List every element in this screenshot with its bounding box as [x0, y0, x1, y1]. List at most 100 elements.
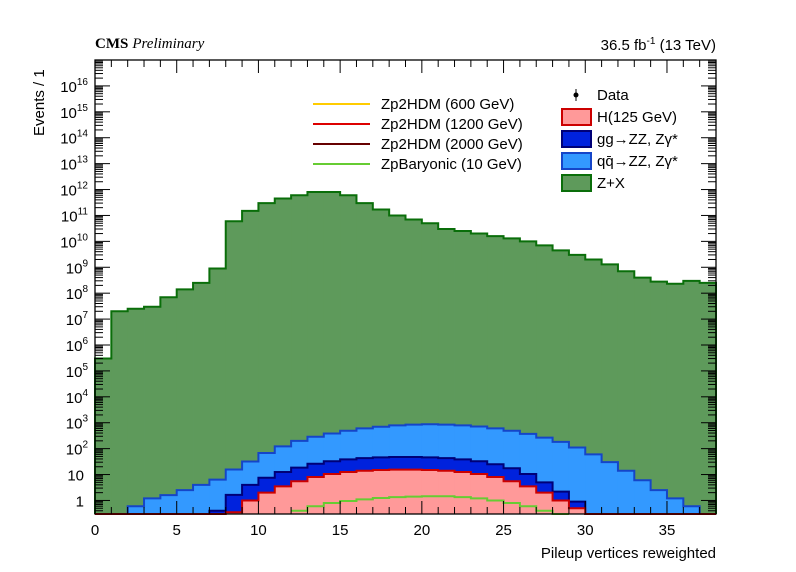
y-tick-label: 1	[76, 493, 84, 510]
bar-z-x-bin-5	[176, 289, 194, 514]
bar-h-125-gev--bin-11	[274, 486, 292, 514]
legend-label: qq̄→ZZ, Zγ*	[597, 153, 678, 170]
y-tick-label: 109	[66, 258, 89, 277]
status-label: Preliminary	[132, 36, 205, 52]
y-tick-label: 103	[66, 414, 89, 433]
bar-h-125-gev--bin-18	[389, 469, 406, 514]
luminosity-label: 36.5 fb-1 (13 TeV)	[601, 36, 716, 54]
bar-qq-zz-z--bin-2	[127, 506, 145, 514]
x-tick-label: 30	[577, 522, 594, 539]
bar-h-125-gev--bin-21	[438, 470, 455, 514]
bar-qq-zz-z--bin-34	[650, 490, 668, 514]
bar-h-125-gev--bin-17	[372, 469, 390, 514]
outline-qq-zz-z-	[95, 423, 716, 515]
y-tick-label: 108	[66, 284, 89, 303]
bar-z-x-bin-36	[683, 280, 701, 514]
bar-h-125-gev--bin-26	[519, 486, 537, 514]
bar-z-x-bin-8	[225, 221, 243, 514]
bar-z-x-bin-6	[193, 282, 210, 514]
bar-z-x-bin-11	[274, 198, 292, 514]
legend-label: Zp2HDM (600 GeV)	[381, 96, 514, 113]
bar-z-x-bin-7	[209, 268, 227, 514]
bar-qq-zz-z--bin-30	[585, 454, 602, 514]
axis-ticks	[94, 59, 717, 515]
bar-h-125-gev--bin-13	[307, 477, 325, 514]
legend-box-swatch	[561, 108, 592, 126]
bar-z-x-bin-1	[111, 311, 129, 514]
lumi-exponent: -1	[646, 36, 656, 47]
x-tick-label: 10	[250, 522, 267, 539]
bar-z-x-bin-10	[258, 203, 276, 514]
y-tick-label: 1013	[60, 155, 88, 174]
bar-z-x-bin-9	[242, 210, 259, 514]
bar-z-x-bin-30	[585, 259, 602, 514]
x-tick-label: 35	[659, 522, 676, 539]
legend-box-swatch	[561, 152, 592, 170]
histogram-h-125-gev-	[95, 468, 716, 515]
legend-box-swatch	[561, 174, 592, 192]
bar-qq-zz-z--bin-31	[601, 462, 619, 514]
bar-qq-zz-z--bin-7	[209, 479, 227, 514]
bar-z-x-bin-33	[634, 277, 652, 514]
x-axis-label: Pileup vertices reweighted	[541, 545, 716, 562]
y-tick-label: 105	[66, 362, 89, 381]
x-tick-label: 0	[91, 522, 99, 539]
lumi-value: 36.5 fb	[600, 37, 647, 54]
x-tick-label: 5	[173, 522, 181, 539]
bar-h-125-gev--bin-12	[291, 481, 308, 514]
bar-h-125-gev--bin-25	[503, 481, 521, 514]
legend-label: ZpBaryonic (10 GeV)	[381, 156, 522, 173]
y-axis-label: Events / 1	[31, 69, 48, 136]
y-tick-label: 1015	[60, 103, 88, 122]
bar-qq-zz-z--bin-32	[617, 470, 635, 514]
bar-z-x-bin-3	[144, 306, 161, 514]
bar-z-x-bin-12	[291, 195, 308, 515]
bar-h-125-gev--bin-24	[487, 477, 504, 514]
bar-qq-zz-z--bin-29	[568, 447, 586, 514]
bar-qq-zz-z--bin-3	[144, 498, 161, 514]
y-tick-label: 106	[66, 336, 89, 355]
bar-h-125-gev--bin-16	[356, 470, 374, 514]
bar-z-x-bin-35	[666, 283, 684, 514]
y-tick-label: 1011	[61, 206, 89, 225]
stacked-histograms	[94, 191, 717, 515]
bar-z-x-bin-4	[160, 297, 178, 514]
x-tick-label: 25	[495, 522, 512, 539]
bar-h-125-gev--bin-20	[421, 469, 439, 514]
y-tick-label: 1012	[60, 181, 88, 200]
legend-signals: Zp2HDM (600 GeV) Zp2HDM (1200 GeV) Zp2HDM …	[313, 96, 523, 173]
x-tick-label: 20	[413, 522, 430, 539]
y-tick-label: 1014	[60, 129, 88, 148]
y-tick-label: 107	[66, 310, 89, 329]
bar-gg-zz-z--bin-8	[225, 494, 243, 514]
x-tick-labels: 0 5 10 15 20 25 30 35	[91, 522, 675, 539]
bar-gg-zz-z--bin-7	[209, 510, 227, 514]
bar-z-x-bin-13	[307, 192, 325, 514]
outline-z-x	[94, 191, 717, 514]
bar-z-x-bin-31	[601, 264, 619, 514]
bar-qq-zz-z--bin-35	[666, 498, 684, 514]
bar-qq-zz-z--bin-5	[176, 490, 194, 514]
y-tick-label: 1016	[60, 77, 88, 96]
legend-label: Zp2HDM (1200 GeV)	[381, 116, 523, 133]
bar-h-125-gev--bin-22	[454, 472, 472, 514]
x-tick-label: 15	[332, 522, 349, 539]
energy-label: (13 TeV)	[659, 37, 716, 54]
legend-label: H(125 GeV)	[597, 109, 677, 126]
bar-z-x-bin-0	[95, 358, 112, 514]
y-tick-label: 102	[66, 440, 89, 459]
legend-label: gg→ZZ, Zγ*	[597, 131, 678, 148]
bar-qq-zz-z--bin-6	[193, 484, 210, 514]
bar-h-125-gev--bin-9	[242, 500, 259, 514]
bar-h-125-gev--bin-29	[568, 508, 586, 514]
bar-z-x-bin-32	[617, 271, 635, 514]
bar-z-x-bin-2	[127, 308, 145, 514]
y-tick-label: 1010	[60, 232, 88, 251]
bar-h-125-gev--bin-15	[340, 472, 357, 514]
bar-z-x-bin-34	[650, 281, 668, 514]
experiment-name: CMS	[95, 36, 129, 52]
y-tick-label: 104	[66, 388, 89, 407]
legend-data-marker	[573, 92, 579, 98]
bar-h-125-gev--bin-28	[552, 500, 570, 514]
